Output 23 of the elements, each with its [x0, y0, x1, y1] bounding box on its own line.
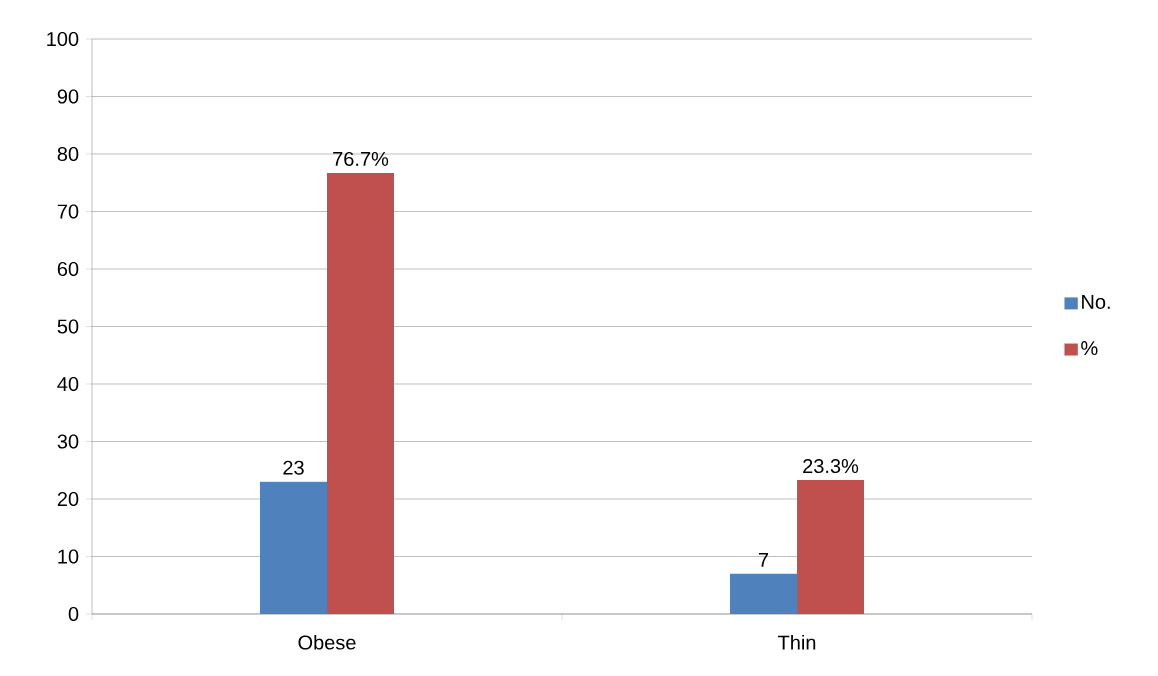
x-tick-label: Obese	[298, 634, 356, 650]
bar	[327, 172, 395, 614]
y-tick-label: 90	[57, 89, 79, 104]
y-tick-label: 20	[57, 491, 79, 507]
bar	[730, 573, 798, 614]
bar	[797, 480, 865, 614]
y-tick-label: 40	[57, 376, 79, 392]
y-tick-label: 30	[57, 434, 79, 449]
y-tick-label: 0	[68, 606, 79, 622]
y-tick-label: 70	[57, 204, 79, 219]
legend-label: %	[1081, 341, 1098, 356]
legend-label: No.	[1082, 295, 1110, 309]
data-label: 7	[758, 553, 769, 567]
data-label: 76.7%	[333, 151, 389, 167]
bar	[260, 481, 328, 614]
y-tick-label: 80	[57, 146, 79, 162]
y-tick-label: 60	[57, 261, 79, 277]
data-label: 23	[283, 460, 304, 475]
data-label: 23.3%	[803, 458, 859, 474]
y-tick-label: 50	[57, 319, 79, 334]
y-tick-label: 10	[58, 549, 79, 564]
y-tick-label: 100	[47, 31, 79, 47]
x-tick-label: Thin	[778, 634, 816, 650]
